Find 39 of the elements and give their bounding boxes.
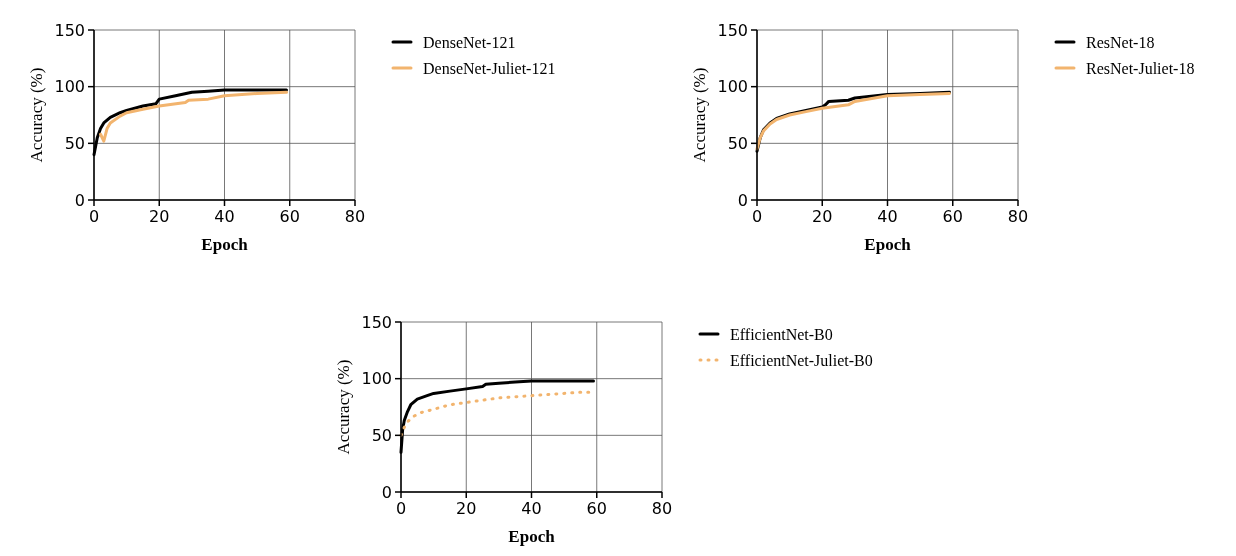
x-tick-label: 0 — [395, 499, 407, 518]
legend-label: DenseNet-Juliet-121 — [423, 59, 556, 77]
y-tick-label: 0 — [737, 190, 748, 210]
y-tick-label: 100 — [54, 77, 85, 97]
x-tick-label: 0 — [88, 207, 100, 226]
x-tick-label: 80 — [344, 207, 366, 226]
x-tick-label: 40 — [521, 499, 542, 518]
legend-label: ResNet-Juliet-18 — [1086, 59, 1195, 77]
y-tick-label: 150 — [361, 312, 392, 332]
x-axis-title: Epoch — [508, 527, 556, 546]
y-axis-title: Accuracy (%) — [334, 359, 353, 455]
y-tick-label: 50 — [64, 133, 85, 153]
x-tick-label: 80 — [1007, 207, 1029, 226]
x-axis-title: Epoch — [201, 235, 249, 254]
y-tick-label: 150 — [54, 20, 85, 40]
y-tick-label: 50 — [727, 133, 748, 153]
legend-label: EfficientNet-B0 — [730, 325, 833, 343]
x-tick-label: 20 — [456, 499, 477, 518]
y-tick-label: 0 — [74, 190, 85, 210]
y-axis-title: Accuracy (%) — [27, 67, 46, 163]
y-tick-label: 50 — [371, 425, 392, 445]
y-tick-label: 100 — [717, 77, 748, 97]
x-tick-label: 60 — [586, 499, 607, 518]
x-tick-label: 40 — [214, 207, 235, 226]
legend-label: ResNet-18 — [1086, 33, 1155, 51]
y-tick-label: 100 — [361, 369, 392, 389]
x-tick-label: 80 — [651, 499, 673, 518]
x-tick-label: 20 — [812, 207, 833, 226]
x-tick-label: 40 — [877, 207, 898, 226]
x-tick-label: 20 — [149, 207, 170, 226]
x-axis-title: Epoch — [864, 235, 912, 254]
y-axis-title: Accuracy (%) — [690, 67, 709, 163]
x-tick-label: 60 — [942, 207, 963, 226]
y-tick-label: 150 — [717, 20, 748, 40]
legend-label: EfficientNet-Juliet-B0 — [730, 351, 873, 369]
x-tick-label: 60 — [279, 207, 300, 226]
y-tick-label: 0 — [381, 482, 392, 502]
x-tick-label: 0 — [751, 207, 763, 226]
legend-label: DenseNet-121 — [423, 33, 516, 51]
